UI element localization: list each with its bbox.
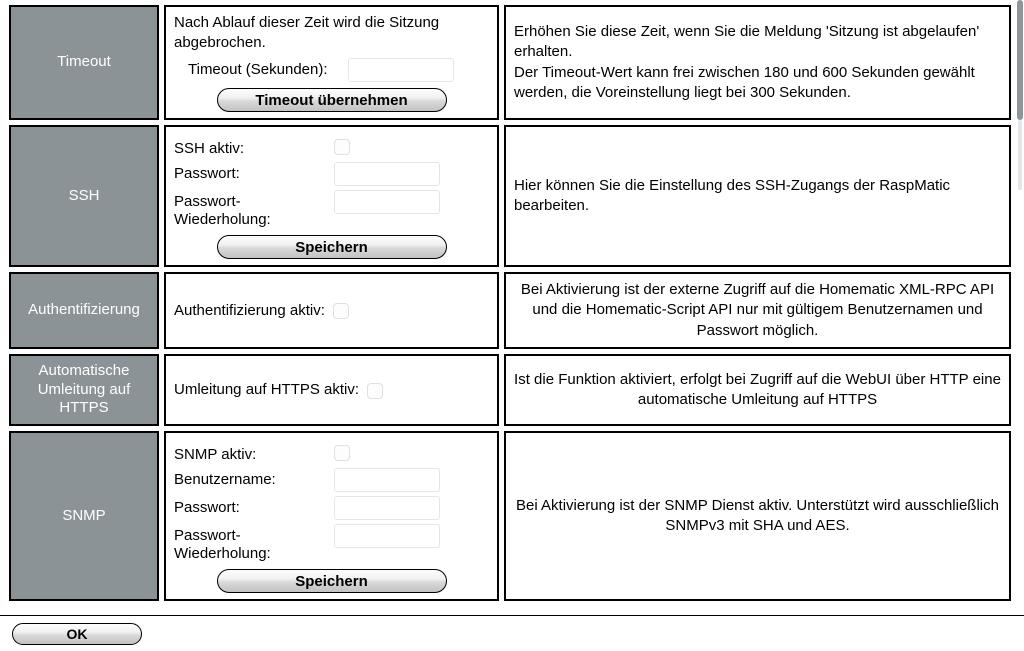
row-label-snmp: SNMP — [9, 431, 159, 601]
row-snmp: SNMP SNMP aktiv: Benutzername: — [9, 431, 1011, 601]
row-ssh: SSH SSH aktiv: Passwort: — [9, 125, 1011, 267]
ssh-password-repeat-label: Passwort-Wiederholung: — [174, 190, 334, 229]
ssh-description: Hier können Sie die Einstellung des SSH-… — [504, 125, 1011, 267]
ok-button[interactable]: OK — [12, 623, 142, 645]
snmp-password-repeat-label: Passwort-Wiederholung: — [174, 524, 334, 563]
row-auth: Authentifizierung Authentifizierung akti… — [9, 272, 1011, 349]
settings-page: Timeout Nach Ablauf dieser Zeit wird die… — [0, 0, 1024, 651]
snmp-active-checkbox[interactable] — [334, 445, 350, 461]
snmp-password-repeat-input[interactable] — [334, 524, 440, 548]
row-label-https-redirect: Automatische Umleitung auf HTTPS — [9, 354, 159, 426]
settings-table: Timeout Nach Ablauf dieser Zeit wird die… — [4, 0, 1016, 606]
settings-scroll-area[interactable]: Timeout Nach Ablauf dieser Zeit wird die… — [0, 0, 1020, 611]
row-timeout: Timeout Nach Ablauf dieser Zeit wird die… — [9, 5, 1011, 120]
scrollbar-track-accent — [1018, 120, 1022, 190]
form-cell-auth: Authentifizierung aktiv: — [164, 272, 499, 349]
snmp-username-input[interactable] — [334, 468, 440, 492]
ssh-save-button[interactable]: Speichern — [217, 235, 447, 259]
ssh-password-repeat-input[interactable] — [334, 190, 440, 214]
ssh-password-input[interactable] — [334, 162, 440, 186]
timeout-input[interactable] — [348, 58, 454, 82]
https-redirect-active-checkbox[interactable] — [367, 383, 383, 399]
form-cell-timeout: Nach Ablauf dieser Zeit wird die Sitzung… — [164, 5, 499, 120]
https-redirect-description: Ist die Funktion aktiviert, erfolgt bei … — [504, 354, 1011, 426]
timeout-field-label: Timeout (Sekunden): — [188, 58, 348, 79]
auth-description: Bei Aktivierung ist der externe Zugriff … — [504, 272, 1011, 349]
footer: OK — [0, 615, 1024, 651]
scrollbar[interactable] — [1016, 0, 1024, 611]
ssh-active-checkbox[interactable] — [334, 139, 350, 155]
row-label-ssh: SSH — [9, 125, 159, 267]
form-cell-ssh: SSH aktiv: Passwort: Passw — [164, 125, 499, 267]
snmp-username-label: Benutzername: — [174, 468, 334, 489]
snmp-active-label: SNMP aktiv: — [174, 443, 334, 464]
row-https-redirect: Automatische Umleitung auf HTTPS Umleitu… — [9, 354, 1011, 426]
ssh-active-label: SSH aktiv: — [174, 137, 334, 158]
timeout-description: Erhöhen Sie diese Zeit, wenn Sie die Mel… — [504, 5, 1011, 120]
snmp-password-input[interactable] — [334, 496, 440, 520]
auth-active-checkbox[interactable] — [333, 303, 349, 319]
timeout-intro: Nach Ablauf dieser Zeit wird die Sitzung… — [174, 13, 489, 52]
snmp-password-label: Passwort: — [174, 496, 334, 517]
row-label-auth: Authentifizierung — [9, 272, 159, 349]
form-cell-https-redirect: Umleitung auf HTTPS aktiv: — [164, 354, 499, 426]
ssh-password-label: Passwort: — [174, 162, 334, 183]
auth-active-label: Authentifizierung aktiv: — [174, 302, 325, 319]
snmp-save-button[interactable]: Speichern — [217, 569, 447, 593]
scrollbar-thumb[interactable] — [1017, 0, 1023, 120]
https-redirect-active-label: Umleitung auf HTTPS aktiv: — [174, 381, 359, 398]
snmp-description: Bei Aktivierung ist der SNMP Dienst akti… — [504, 431, 1011, 601]
row-label-timeout: Timeout — [9, 5, 159, 120]
timeout-apply-button[interactable]: Timeout übernehmen — [217, 88, 447, 112]
form-cell-snmp: SNMP aktiv: Benutzername: — [164, 431, 499, 601]
